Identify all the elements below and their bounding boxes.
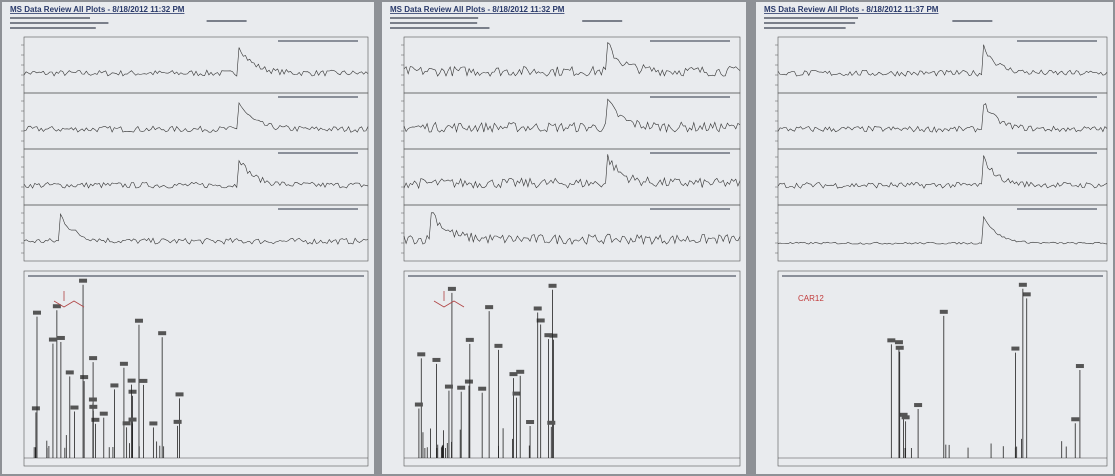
page-title: MS Data Review All Plots - 8/18/2012 11:…	[10, 5, 185, 14]
peak-label	[485, 305, 493, 309]
peak-label	[516, 370, 524, 374]
peak-label	[896, 346, 904, 350]
peak-label	[547, 421, 555, 425]
peak-label	[887, 338, 895, 342]
page-title: MS Data Review All Plots - 8/18/2012 11:…	[764, 5, 939, 14]
peak-label	[465, 380, 473, 384]
header-text	[764, 17, 858, 19]
peak-label	[526, 420, 534, 424]
peak-label	[139, 379, 147, 383]
strip-label	[650, 40, 730, 42]
peak-label	[89, 397, 97, 401]
peak-label	[415, 403, 423, 407]
strip-label	[650, 152, 730, 154]
peak-label	[174, 420, 182, 424]
peak-label	[80, 375, 88, 379]
peak-label	[70, 406, 78, 410]
header-text	[10, 22, 108, 24]
peak-label	[895, 340, 903, 344]
page: {"pages": [ {"title": "MS Data Review Al…	[0, 0, 1115, 476]
peak-label	[457, 386, 465, 390]
strip-label	[1017, 208, 1097, 210]
peak-label	[66, 370, 74, 374]
peak-label	[513, 392, 521, 396]
spectrum-header	[408, 275, 736, 277]
header-text	[764, 27, 846, 29]
photo: MS Data Review All Plots - 8/18/2012 11:…	[0, 0, 1115, 476]
document-page: MS Data Review All Plots - 8/18/2012 11:…	[2, 2, 374, 474]
peak-label	[33, 311, 41, 315]
peak-label	[57, 336, 65, 340]
peak-label	[432, 358, 440, 362]
document-page: MS Data Review All Plots - 8/18/2012 11:…	[756, 2, 1113, 474]
strip-label	[1017, 40, 1097, 42]
peak-label	[176, 392, 184, 396]
peak-label	[129, 418, 137, 422]
header-text	[390, 22, 477, 24]
page-title: MS Data Review All Plots - 8/18/2012 11:…	[390, 5, 565, 14]
peak-label	[902, 415, 910, 419]
peak-label	[158, 331, 166, 335]
header-text	[764, 22, 855, 24]
peak-label	[100, 412, 108, 416]
peak-label	[914, 403, 922, 407]
peak-label	[1023, 292, 1031, 296]
peak-label	[417, 352, 425, 356]
peak-label	[534, 306, 542, 310]
strip-label	[278, 96, 358, 98]
peak-label	[940, 310, 948, 314]
header-text	[207, 20, 247, 22]
peak-label	[32, 406, 40, 410]
peak-label	[1076, 364, 1084, 368]
header-text	[390, 27, 489, 29]
peak-label	[1071, 417, 1079, 421]
peak-label	[1011, 347, 1019, 351]
peak-label	[549, 284, 557, 288]
strip-label	[278, 40, 358, 42]
peak-label	[89, 356, 97, 360]
peak-label	[135, 319, 143, 323]
peak-label	[79, 279, 87, 283]
spectrum-header	[28, 275, 364, 277]
peak-label	[478, 387, 486, 391]
strip-label	[1017, 152, 1097, 154]
strip-label	[278, 152, 358, 154]
peak-label	[110, 383, 118, 387]
peak-label	[49, 338, 57, 342]
peak-label	[89, 405, 97, 409]
peak-label	[123, 421, 131, 425]
strip-label	[650, 96, 730, 98]
strip-label	[278, 208, 358, 210]
header-text	[582, 20, 622, 22]
header-text	[390, 17, 478, 19]
spectrum-header	[782, 275, 1103, 277]
peak-label	[128, 379, 136, 383]
header-text	[10, 17, 90, 19]
header-text	[952, 20, 992, 22]
strip-label	[650, 208, 730, 210]
strip-label	[1017, 96, 1097, 98]
peak-label	[448, 287, 456, 291]
peak-label	[445, 385, 453, 389]
peak-label	[120, 362, 128, 366]
document-page: MS Data Review All Plots - 8/18/2012 11:…	[382, 2, 746, 474]
peak-label	[149, 421, 157, 425]
header-text	[10, 27, 96, 29]
peak-label	[466, 338, 474, 342]
peak-label	[494, 344, 502, 348]
peak-label	[549, 334, 557, 338]
peak-label	[129, 390, 137, 394]
annotation: CAR12	[798, 294, 824, 303]
peak-label	[1019, 283, 1027, 287]
